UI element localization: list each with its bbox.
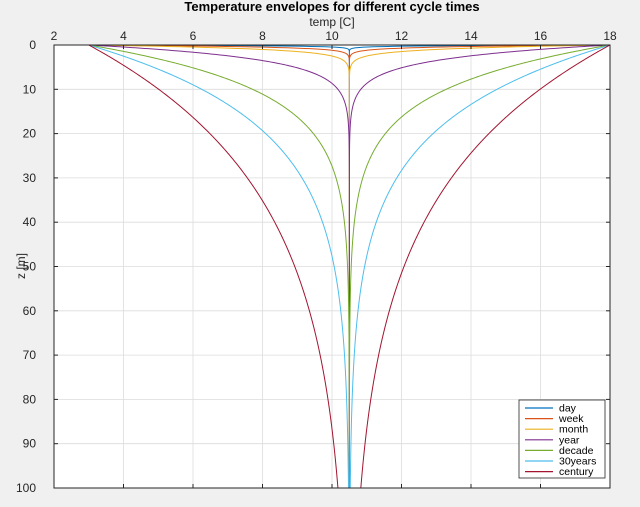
y-tick-label: 20 (23, 127, 37, 141)
legend-label-30years: 30years (559, 456, 596, 468)
legend-label-week: week (558, 413, 584, 425)
x-tick-label: 4 (120, 29, 127, 43)
y-tick-label: 0 (29, 38, 36, 52)
y-tick-label: 90 (23, 437, 37, 451)
x-ticks: 2 4 6 8 10 12 14 16 18 (51, 29, 617, 488)
x-tick-label: 12 (395, 29, 409, 43)
y-tick-label: 50 (23, 260, 37, 274)
y-tick-label: 40 (23, 215, 37, 229)
x-tick-label: 18 (603, 29, 617, 43)
x-tick-label: 8 (259, 29, 266, 43)
legend-label-decade: decade (559, 445, 594, 457)
y-tick-label: 30 (23, 171, 37, 185)
legend-label-day: day (559, 403, 577, 415)
x-tick-label: 14 (464, 29, 478, 43)
y-tick-label: 70 (23, 348, 37, 362)
y-tick-label: 80 (23, 392, 37, 406)
y-tick-label: 10 (23, 82, 37, 96)
legend-label-century: century (559, 466, 594, 478)
x-tick-label: 10 (325, 29, 339, 43)
y-ticks: 0 10 20 30 40 50 60 70 80 90 100 (16, 38, 610, 495)
y-axis-label: z [m] (14, 253, 28, 279)
y-tick-label: 60 (23, 304, 37, 318)
legend-label-month: month (559, 424, 588, 436)
chart-title: Temperature envelopes for different cycl… (184, 0, 479, 14)
legend-box (518, 399, 606, 479)
y-tick-label: 100 (16, 481, 36, 495)
x-tick-label: 6 (190, 29, 197, 43)
series-line-month (88, 44, 611, 488)
x-tick-label: 2 (51, 29, 58, 43)
legend-label-year: year (559, 434, 580, 446)
x-tick-label: 16 (534, 29, 548, 43)
x-axis-label: temp [C] (309, 15, 354, 29)
